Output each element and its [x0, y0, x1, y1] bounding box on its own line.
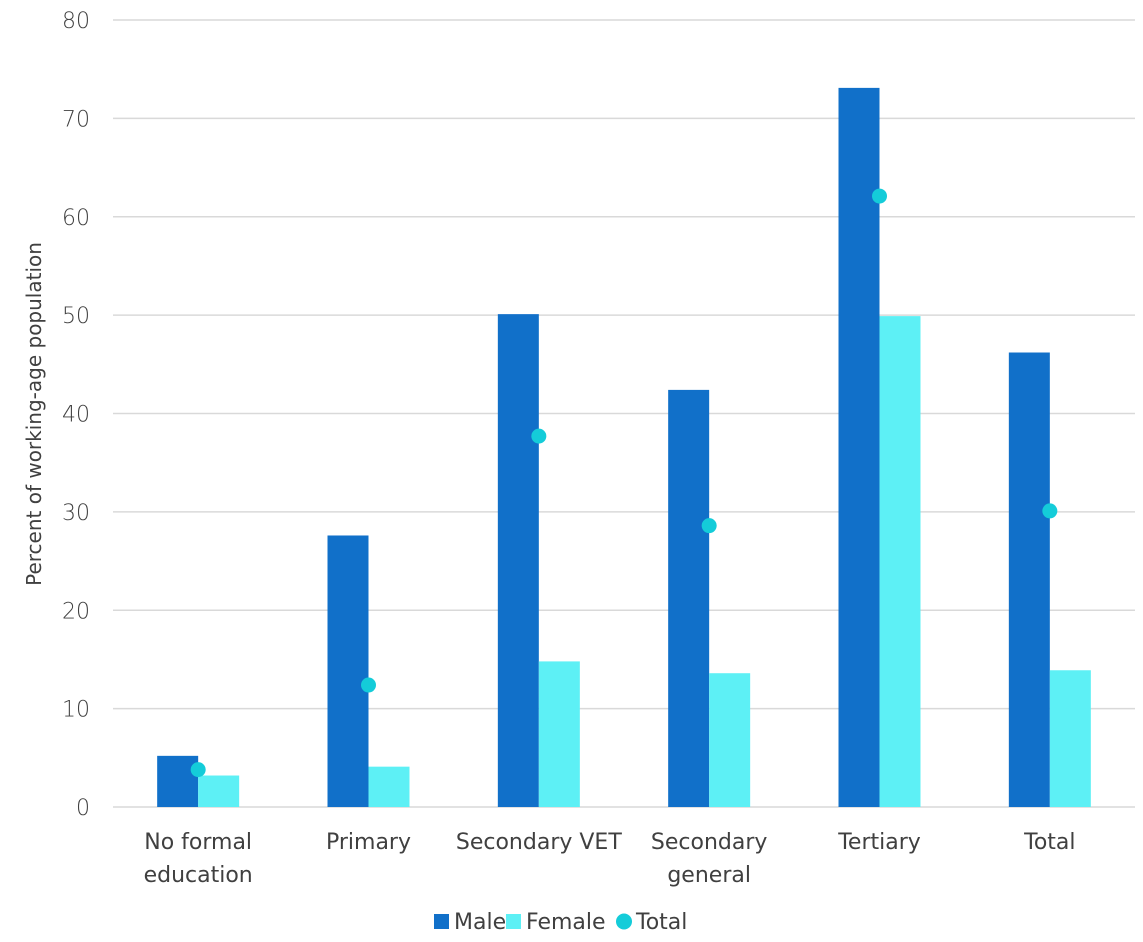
- total-markers: [191, 189, 1058, 778]
- marker-total-3: [702, 518, 717, 533]
- x-tick-label: Total: [1023, 830, 1075, 855]
- y-tick-label: 50: [62, 304, 90, 329]
- marker-total-0: [191, 762, 206, 777]
- y-tick-label: 20: [62, 599, 90, 624]
- bar-male-1: [328, 535, 369, 807]
- legend-label-female: Female: [526, 910, 606, 935]
- y-tick-label: 60: [62, 206, 90, 231]
- bar-female-2: [539, 661, 580, 807]
- y-tick-label: 40: [62, 403, 90, 428]
- legend: Male Female Total: [434, 910, 687, 935]
- bar-male-0: [157, 756, 198, 807]
- bars: [157, 88, 1091, 807]
- marker-total-4: [872, 189, 887, 204]
- marker-total-1: [361, 678, 376, 693]
- x-tick-label: Primary: [326, 830, 411, 855]
- bar-male-3: [668, 390, 709, 807]
- legend-swatch-total: [616, 914, 632, 930]
- legend-swatch-female: [506, 914, 521, 929]
- y-axis-ticks: 0 10 20 30 40 50 60 70 80: [62, 9, 90, 821]
- legend-label-male: Male: [454, 910, 506, 935]
- x-tick-label: Secondary VET: [456, 830, 622, 855]
- y-tick-label: 0: [76, 796, 90, 821]
- bar-male-5: [1009, 353, 1050, 807]
- y-axis-label: Percent of working-age population: [22, 242, 46, 586]
- bar-female-0: [198, 776, 239, 807]
- marker-total-5: [1042, 503, 1057, 518]
- x-tick-label: Tertiary: [837, 830, 921, 855]
- bar-female-3: [709, 673, 750, 807]
- x-tick-label: Secondary general: [651, 830, 768, 888]
- gridlines: [113, 20, 1135, 807]
- x-tick-label: No formal education: [144, 830, 253, 888]
- bar-female-5: [1050, 670, 1091, 807]
- bar-male-2: [498, 314, 539, 807]
- bar-female-1: [369, 767, 410, 807]
- y-tick-label: 30: [62, 501, 90, 526]
- x-axis-categories: No formal education Primary Secondary VET Se…: [144, 830, 1076, 888]
- legend-label-total: Total: [635, 910, 687, 935]
- legend-swatch-male: [434, 914, 449, 929]
- y-tick-label: 80: [62, 9, 90, 34]
- y-tick-label: 10: [62, 698, 90, 723]
- bar-female-4: [880, 316, 921, 807]
- marker-total-2: [531, 429, 546, 444]
- y-tick-label: 70: [62, 107, 90, 132]
